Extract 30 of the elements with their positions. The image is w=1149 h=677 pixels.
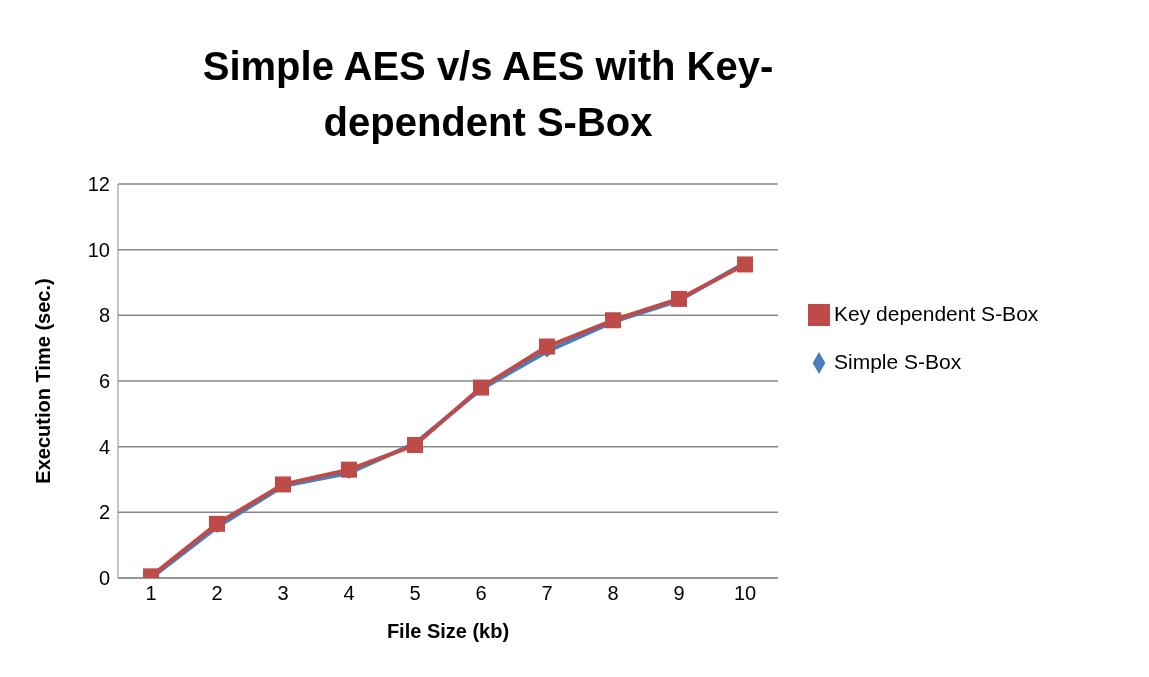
y-tick-label: 6 xyxy=(98,370,110,393)
y-tick-label: 10 xyxy=(87,238,110,261)
x-tick-label: 5 xyxy=(409,582,421,605)
point xyxy=(275,476,291,493)
x-tick-label: 2 xyxy=(211,582,223,605)
point xyxy=(539,338,555,355)
point xyxy=(473,379,489,396)
x-tick-label: 8 xyxy=(607,582,619,605)
legend-label: Key dependent S-Box xyxy=(834,302,1039,325)
y-tick-label: 2 xyxy=(98,501,110,524)
y-tick-label: 12 xyxy=(87,173,110,196)
point xyxy=(341,461,357,478)
x-tick-label: 6 xyxy=(475,582,487,605)
legend-label: Simple S-Box xyxy=(834,350,962,373)
x-tick-label: 3 xyxy=(277,582,289,605)
point xyxy=(407,437,423,454)
y-axis-title: Execution Time (sec.) xyxy=(32,278,55,484)
x-tick-label: 4 xyxy=(343,582,355,605)
y-tick-label: 8 xyxy=(98,304,110,327)
point xyxy=(671,290,687,307)
x-axis-title: File Size (kb) xyxy=(386,620,510,642)
x-tick-label: 10 xyxy=(733,582,757,605)
x-tick-label: 9 xyxy=(673,582,685,605)
x-tick-label: 1 xyxy=(145,582,157,605)
chart-title: Simple AES v/s AES with Key-dependent S-Box xyxy=(201,43,775,146)
y-tick-label: 0 xyxy=(98,567,110,590)
point xyxy=(209,515,225,532)
y-tick-label: 4 xyxy=(98,435,110,458)
x-tick-label: 7 xyxy=(541,582,553,605)
point xyxy=(737,256,753,273)
